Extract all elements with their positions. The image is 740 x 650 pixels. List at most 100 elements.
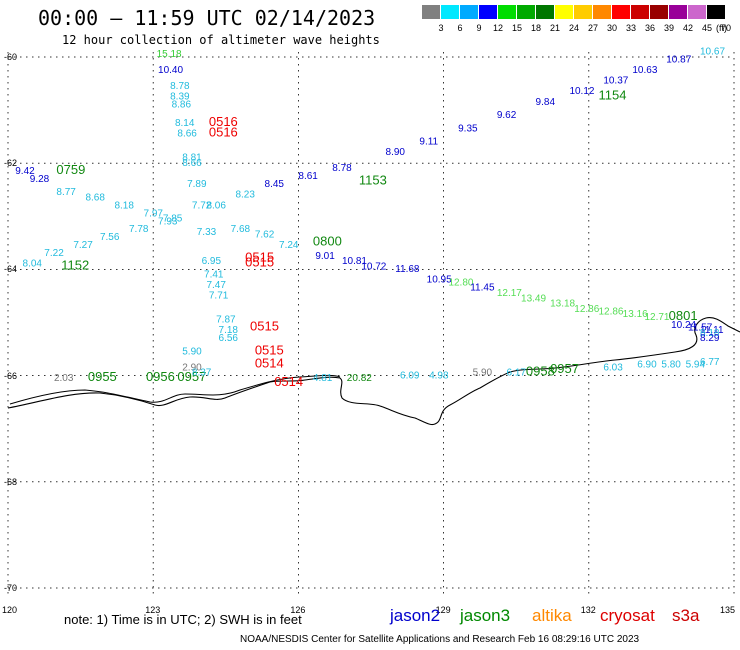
wave-height-label: 9.42: [15, 166, 35, 177]
wave-height-label: 8.61: [298, 171, 318, 182]
longitude-label: 129: [435, 605, 451, 615]
wave-height-label: 8.86: [172, 99, 192, 110]
wave-height-label: 10.12: [569, 86, 594, 97]
wave-height-label: 8.81: [182, 153, 202, 164]
satellite-legend-item: jason3: [460, 606, 511, 625]
wave-height-label: 7.18: [219, 325, 239, 336]
wave-height-label: 7.68: [231, 224, 251, 235]
wave-height-label: 5.90: [473, 368, 493, 379]
satellite-legend-item: s3a: [672, 606, 700, 625]
wave-height-label: 7.24: [279, 240, 299, 251]
color-swatch: [707, 5, 726, 19]
wave-height-label: 7.93: [158, 216, 178, 227]
wave-height-label: 10.87: [666, 54, 691, 65]
color-swatch: [574, 5, 593, 19]
wave-height-label: 13.16: [623, 309, 648, 320]
pass-time-label: 0514: [274, 374, 303, 389]
latitude-label: -70: [4, 583, 18, 593]
wave-height-label: 9.28: [30, 174, 50, 185]
pass-time-label: 0515: [245, 255, 274, 270]
wave-height-label: 2.03: [54, 373, 74, 384]
color-scale-tick: 30: [606, 23, 617, 33]
wave-height-label: 8.23: [235, 190, 255, 201]
pass-time-label: 0801: [669, 308, 698, 323]
longitude-label: 123: [145, 605, 161, 615]
wave-height-label: 6.77: [700, 357, 720, 368]
latitude-label: -64: [4, 264, 18, 275]
pass-time-label: 0515: [245, 249, 274, 264]
color-swatch: [460, 5, 479, 19]
wave-height-label: 8.29: [700, 333, 720, 344]
wave-height-label: 10.95: [427, 275, 452, 286]
color-swatch: [441, 5, 460, 19]
wave-height-label: 12.86: [598, 307, 623, 318]
wave-height-label: 12.17: [497, 288, 522, 299]
pass-time-label: 0515: [250, 318, 279, 333]
wave-height-label: 8.37: [192, 368, 212, 379]
wave-height-label: 8.14: [175, 118, 195, 129]
map-gridlines: [7, 52, 735, 594]
color-scale-tick: 9: [476, 23, 482, 33]
wave-height-label: 5.80: [661, 360, 681, 371]
satellite-legend-item: cryosat: [600, 606, 655, 625]
ice-shelf-outline: [9, 374, 341, 405]
wave-height-label: 9.35: [458, 123, 478, 134]
pass-time-label: 0515: [255, 342, 284, 357]
footer-credit: NOAA/NESDIS Center for Satellite Applica…: [240, 634, 640, 645]
wave-height-label: 11.11: [700, 325, 724, 336]
pass-time-label: 0957: [177, 369, 206, 384]
wave-height-label: 13.49: [521, 293, 546, 304]
wave-height-label: 6.95: [202, 256, 222, 267]
wave-height-label: 6.03: [603, 362, 623, 373]
wave-height-label: 8.18: [114, 200, 134, 211]
wave-height-label: 7.85: [163, 214, 183, 225]
color-scale-tick: 42: [682, 23, 693, 33]
color-swatch: [555, 5, 574, 19]
color-swatch: [422, 5, 441, 19]
wave-height-label: 8.77: [56, 187, 76, 198]
pass-time-label: 0958: [526, 364, 555, 379]
wave-height-label: 8.45: [265, 179, 285, 190]
wave-height-label: 9.84: [536, 97, 556, 108]
wave-height-label: 11.45: [470, 283, 495, 294]
wave-height-label: 7.71: [209, 291, 229, 302]
longitude-label: 120: [2, 605, 18, 615]
color-swatch: [479, 5, 498, 19]
color-swatch: [536, 5, 555, 19]
longitude-label: 135: [720, 605, 736, 615]
color-scale-tick: 6: [457, 23, 463, 33]
wave-height-label: 6.09: [400, 370, 420, 381]
wave-height-label: 7.62: [255, 230, 275, 241]
wave-height-label: 10.63: [632, 65, 657, 76]
wave-height-label: 20.82: [347, 373, 372, 384]
wave-height-label: 11.57: [688, 322, 713, 333]
wave-height-label: 8.18: [700, 328, 720, 339]
page-subtitle: 12 hour collection of altimeter wave hei…: [62, 33, 380, 47]
antarctic-coastline: [7, 317, 740, 426]
color-scale-tick: 3: [438, 23, 444, 33]
pass-time-label: 0800: [313, 234, 342, 249]
satellite-legend-item: altika: [532, 606, 572, 625]
color-scale-tick: 24: [568, 23, 579, 33]
wave-height-label: 9.01: [315, 251, 335, 262]
color-scale-unit: (ft): [716, 23, 727, 33]
wave-height-label: 15.18: [157, 49, 182, 60]
wave-height-label: 8.39: [170, 91, 190, 102]
latitude-label: -60: [4, 52, 18, 62]
color-swatch: [669, 5, 688, 19]
wave-height-label: 5.94: [686, 360, 706, 371]
longitude-label: 132: [580, 605, 596, 615]
color-swatch: [688, 5, 707, 19]
wave-height-label: 6.90: [637, 360, 657, 371]
latitude-label: -68: [4, 476, 18, 487]
wave-height-label: 7.78: [129, 224, 149, 235]
wave-height-label: 5.90: [182, 346, 202, 357]
wave-height-label: 10.81: [342, 256, 367, 267]
wave-height-label: 9.62: [497, 110, 517, 121]
pass-time-label: 0955: [88, 369, 117, 384]
wave-height-label: 13.18: [550, 299, 575, 310]
wave-height-label: 4.81: [313, 373, 333, 384]
wave-height-label: 8.66: [182, 158, 202, 169]
pass-time-label: 0956: [146, 369, 175, 384]
